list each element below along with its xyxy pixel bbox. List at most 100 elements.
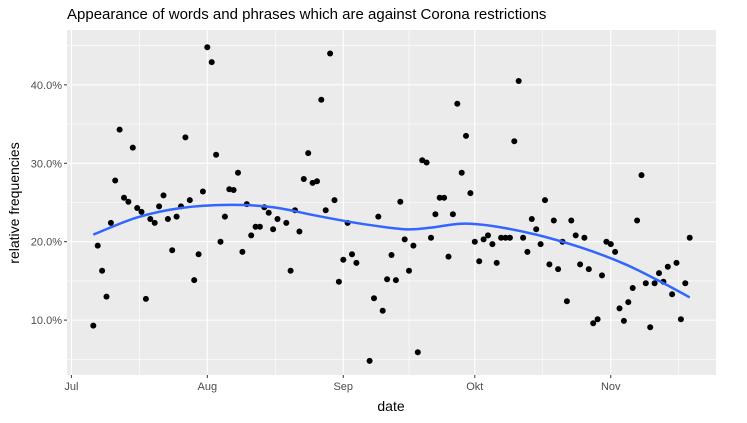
data-point bbox=[682, 280, 689, 287]
data-point bbox=[208, 59, 215, 66]
data-point bbox=[318, 96, 325, 103]
data-point bbox=[296, 228, 303, 235]
data-point bbox=[388, 252, 395, 258]
y-axis-title: relative frequencies bbox=[6, 142, 22, 263]
smooth-trend-line bbox=[92, 203, 691, 299]
data-point bbox=[686, 234, 693, 241]
data-point bbox=[506, 234, 513, 241]
data-point bbox=[274, 216, 281, 222]
data-point bbox=[349, 251, 355, 258]
data-point bbox=[397, 198, 404, 205]
data-point bbox=[248, 232, 255, 239]
data-point bbox=[568, 217, 575, 224]
data-point bbox=[647, 324, 654, 331]
data-point bbox=[94, 242, 101, 249]
data-point bbox=[555, 266, 562, 273]
data-point bbox=[625, 299, 632, 306]
data-point bbox=[410, 242, 417, 249]
x-tick-label: Sep bbox=[333, 381, 353, 393]
data-point bbox=[449, 211, 456, 218]
y-tick-label: 40.0% bbox=[31, 80, 62, 92]
data-point bbox=[191, 277, 198, 284]
data-point bbox=[142, 295, 149, 302]
y-tick-label: 10.0% bbox=[31, 315, 62, 327]
data-point bbox=[537, 241, 544, 248]
data-point bbox=[599, 272, 605, 279]
data-point bbox=[392, 277, 399, 284]
data-point bbox=[445, 253, 452, 260]
data-point bbox=[669, 291, 676, 298]
data-point bbox=[664, 263, 671, 270]
data-point bbox=[454, 100, 461, 107]
data-point bbox=[634, 217, 641, 224]
data-point bbox=[550, 217, 557, 224]
data-point bbox=[546, 261, 553, 268]
data-points bbox=[90, 44, 693, 364]
data-point bbox=[340, 256, 347, 263]
data-point bbox=[256, 223, 263, 230]
data-point bbox=[300, 176, 307, 182]
data-point bbox=[528, 216, 535, 222]
data-point bbox=[353, 259, 360, 266]
data-point bbox=[485, 232, 491, 239]
data-point bbox=[471, 238, 478, 245]
data-point bbox=[235, 169, 241, 176]
x-axis-title: date bbox=[377, 398, 404, 414]
data-point bbox=[186, 197, 193, 204]
data-point bbox=[493, 259, 500, 266]
data-point bbox=[125, 198, 132, 205]
data-point bbox=[195, 251, 202, 258]
data-point bbox=[594, 316, 601, 323]
data-point bbox=[612, 248, 619, 255]
data-point bbox=[480, 236, 487, 243]
data-point bbox=[182, 134, 189, 141]
data-point bbox=[305, 150, 312, 157]
x-tick-label: Nov bbox=[601, 381, 621, 393]
data-point bbox=[642, 280, 649, 287]
data-point bbox=[401, 236, 408, 243]
data-point bbox=[335, 278, 342, 285]
data-point bbox=[414, 349, 421, 356]
data-point bbox=[585, 266, 592, 273]
data-point bbox=[533, 226, 540, 233]
data-point bbox=[239, 248, 246, 255]
data-point bbox=[616, 305, 623, 312]
data-point bbox=[217, 238, 224, 245]
data-point bbox=[371, 295, 377, 302]
data-point bbox=[673, 259, 680, 266]
data-point bbox=[138, 208, 145, 215]
data-point bbox=[230, 187, 237, 193]
data-point bbox=[489, 241, 496, 248]
data-point bbox=[204, 44, 211, 51]
y-axis: 10.0% 20.0% 30.0% 40.0% bbox=[31, 80, 67, 327]
data-point bbox=[515, 78, 522, 84]
data-point bbox=[199, 188, 206, 195]
data-point bbox=[331, 197, 338, 204]
data-point bbox=[428, 234, 434, 241]
data-point bbox=[103, 293, 110, 300]
data-point bbox=[129, 144, 136, 151]
data-point bbox=[283, 219, 290, 226]
data-point bbox=[169, 247, 176, 254]
data-point bbox=[160, 192, 167, 199]
data-point bbox=[524, 248, 531, 255]
data-point bbox=[563, 298, 570, 305]
data-point bbox=[99, 267, 106, 274]
data-point bbox=[436, 194, 443, 201]
data-point bbox=[441, 194, 448, 201]
data-point bbox=[156, 203, 163, 210]
data-point bbox=[164, 216, 171, 222]
data-point bbox=[116, 126, 123, 133]
data-point bbox=[384, 276, 391, 283]
data-point bbox=[651, 280, 658, 287]
data-point bbox=[173, 213, 180, 220]
data-point bbox=[375, 213, 382, 220]
data-point bbox=[502, 234, 509, 241]
data-point bbox=[467, 190, 474, 197]
data-point bbox=[90, 322, 97, 329]
data-point bbox=[270, 226, 277, 233]
data-point bbox=[590, 320, 597, 327]
data-point bbox=[287, 267, 294, 274]
data-point bbox=[406, 267, 412, 274]
